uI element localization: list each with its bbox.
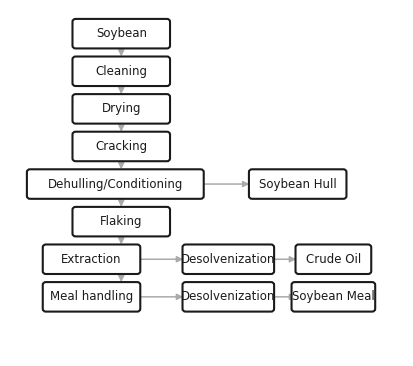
FancyBboxPatch shape (73, 132, 170, 161)
Text: Extraction: Extraction (61, 253, 122, 266)
Text: Soybean: Soybean (96, 27, 147, 40)
FancyBboxPatch shape (73, 94, 170, 124)
Text: Soybean Meal: Soybean Meal (292, 290, 375, 303)
FancyBboxPatch shape (27, 169, 204, 199)
Text: Drying: Drying (102, 102, 141, 115)
FancyBboxPatch shape (292, 282, 375, 311)
FancyBboxPatch shape (296, 244, 371, 274)
Text: Desolvenization: Desolvenization (181, 290, 275, 303)
Text: Dehulling/Conditioning: Dehulling/Conditioning (47, 178, 183, 191)
Text: Cleaning: Cleaning (95, 65, 147, 78)
Text: Soybean Hull: Soybean Hull (259, 178, 337, 191)
Text: Meal handling: Meal handling (50, 290, 133, 303)
FancyBboxPatch shape (73, 19, 170, 48)
FancyBboxPatch shape (249, 169, 347, 199)
Text: Crude Oil: Crude Oil (306, 253, 361, 266)
Text: Cracking: Cracking (95, 140, 147, 153)
FancyBboxPatch shape (43, 244, 140, 274)
FancyBboxPatch shape (73, 207, 170, 236)
Text: Flaking: Flaking (100, 215, 142, 228)
FancyBboxPatch shape (43, 282, 140, 311)
FancyBboxPatch shape (183, 282, 274, 311)
Text: Desolvenization: Desolvenization (181, 253, 275, 266)
FancyBboxPatch shape (73, 56, 170, 86)
FancyBboxPatch shape (183, 244, 274, 274)
